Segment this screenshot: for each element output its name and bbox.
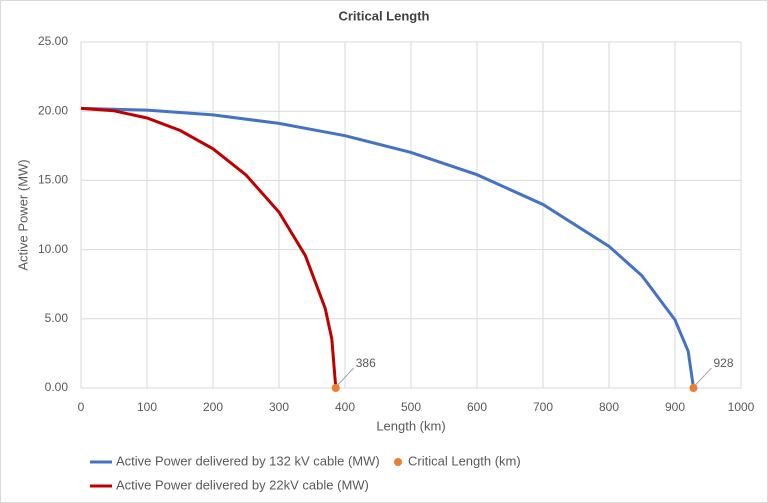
x-tick-label: 500 bbox=[401, 400, 421, 414]
chart-title: Critical Length bbox=[338, 8, 429, 23]
point bbox=[331, 384, 340, 392]
data-label: 386 bbox=[356, 356, 376, 370]
legend-label: Active Power delivered by 132 kV cable (… bbox=[116, 453, 380, 468]
x-tick-label: 800 bbox=[599, 400, 619, 414]
y-tick-label: 20.00 bbox=[38, 103, 68, 117]
legend-label: Active Power delivered by 22kV cable (MW… bbox=[116, 477, 369, 492]
label-leader bbox=[695, 367, 712, 386]
data-label: 928 bbox=[713, 356, 733, 370]
point bbox=[689, 384, 698, 392]
legend-label: Critical Length (km) bbox=[408, 453, 521, 468]
y-tick-label: 5.00 bbox=[45, 311, 69, 325]
x-tick-label: 600 bbox=[467, 400, 487, 414]
x-axis-title: Length (km) bbox=[376, 418, 445, 433]
y-tick-label: 10.00 bbox=[38, 242, 68, 256]
x-tick-label: 900 bbox=[665, 400, 685, 414]
legend-swatch bbox=[394, 458, 402, 466]
line-series bbox=[80, 106, 695, 389]
line-series bbox=[80, 106, 338, 389]
x-tick-label: 300 bbox=[269, 400, 289, 414]
x-tick-label: 100 bbox=[137, 400, 157, 414]
x-tick-label: 400 bbox=[335, 400, 355, 414]
y-tick-label: 15.00 bbox=[38, 173, 68, 187]
y-tick-label: 0.00 bbox=[45, 380, 69, 394]
x-tick-label: 1000 bbox=[728, 400, 755, 414]
y-tick-label: 25.00 bbox=[38, 34, 68, 48]
y-axis-title: Active Power (MW) bbox=[15, 159, 30, 270]
x-tick-label: 200 bbox=[203, 400, 223, 414]
x-tick-label: 0 bbox=[78, 400, 85, 414]
label-leader bbox=[337, 367, 355, 386]
x-tick-label: 700 bbox=[533, 400, 553, 414]
